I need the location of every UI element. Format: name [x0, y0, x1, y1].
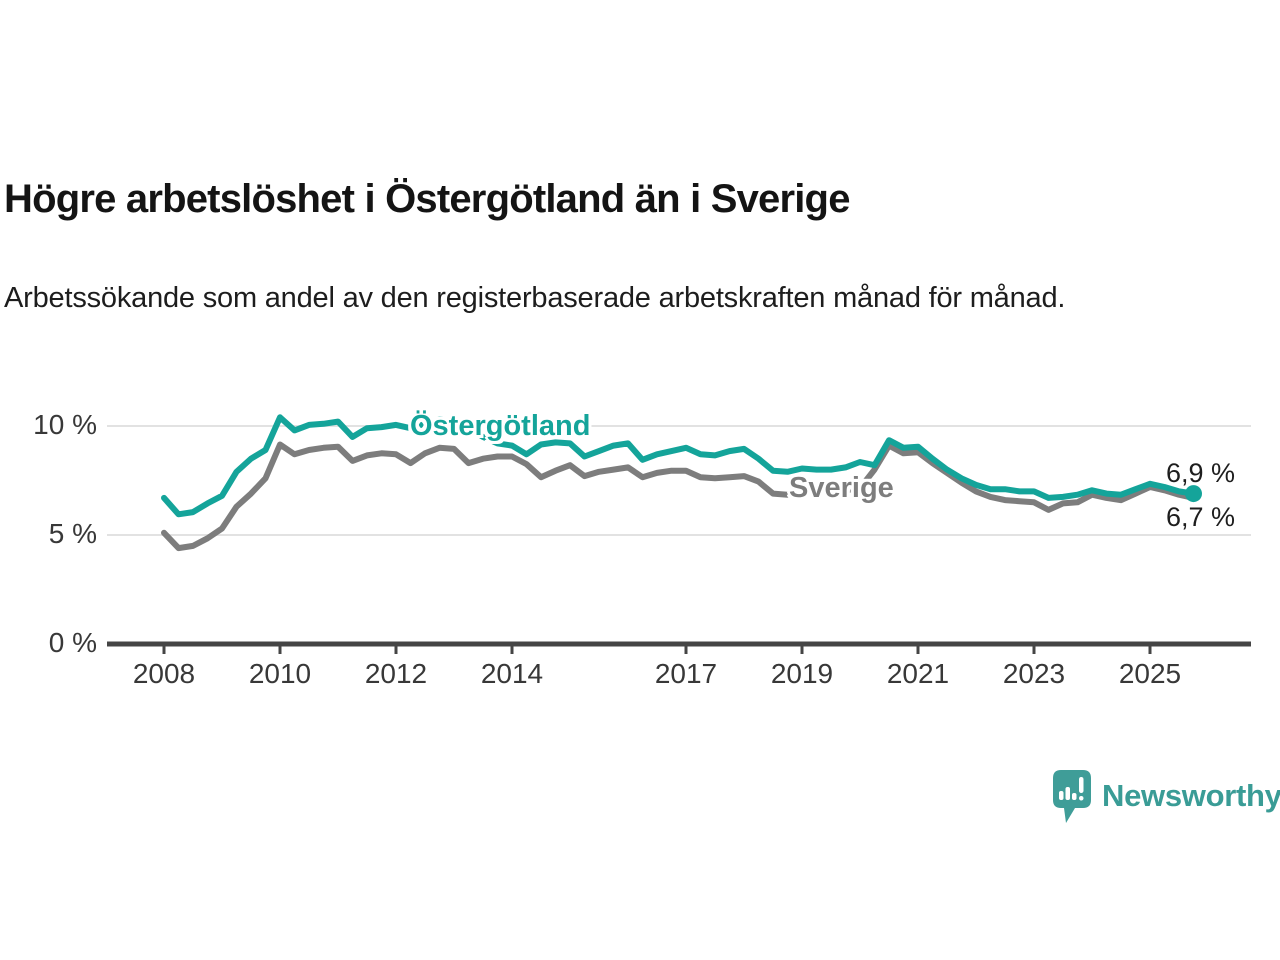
newsworthy-wordmark: Newsworthy [1102, 778, 1280, 813]
newsworthy-logo-icon [1053, 770, 1091, 823]
chart-subtitle: Arbetssökande som andel av den registerb… [4, 282, 1066, 314]
end-value-sverige: 6,7 % [1166, 502, 1236, 532]
page-title: Högre arbetslöshet i Östergötland än i S… [4, 176, 850, 221]
series-label-ostergotland: Östergötland [410, 410, 591, 442]
series-label-sverige: Sverige [789, 472, 894, 504]
end-value-ostergotland: 6,9 % [1166, 458, 1236, 488]
